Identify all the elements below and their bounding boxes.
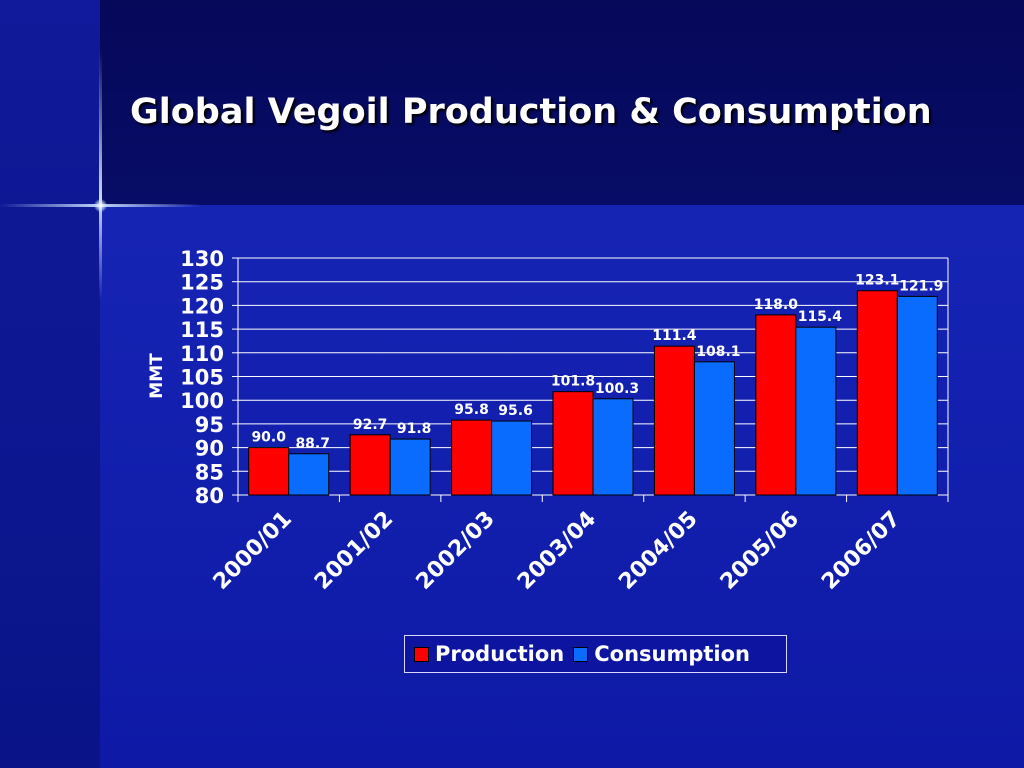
data-label-production: 95.8 bbox=[454, 402, 489, 418]
bar-production bbox=[755, 314, 797, 496]
data-label-production: 118.0 bbox=[754, 297, 799, 313]
bar-consumption bbox=[693, 361, 735, 496]
x-tick-label: 2005/06 bbox=[716, 507, 804, 595]
y-axis-title: MMT bbox=[147, 353, 167, 399]
data-label-consumption: 91.8 bbox=[397, 421, 432, 437]
left-decorative-band bbox=[0, 0, 100, 768]
x-tick-label: 2001/02 bbox=[310, 507, 398, 595]
data-label-production: 90.0 bbox=[251, 430, 286, 446]
bar-production bbox=[856, 290, 898, 496]
x-tick-label: 2000/01 bbox=[209, 507, 297, 595]
y-tick-label: 90 bbox=[195, 437, 224, 461]
y-tick-label: 130 bbox=[180, 247, 224, 271]
bar-consumption bbox=[288, 453, 330, 496]
bar-consumption bbox=[389, 438, 431, 496]
x-tick-label: 2006/07 bbox=[817, 507, 905, 595]
y-tick-label: 120 bbox=[180, 294, 224, 318]
x-tick-label: 2002/03 bbox=[412, 507, 500, 595]
bar-consumption bbox=[491, 420, 533, 496]
bar-consumption bbox=[795, 326, 837, 496]
y-tick-label: 105 bbox=[180, 366, 224, 390]
y-tick-label: 95 bbox=[195, 413, 224, 437]
y-tick-label: 110 bbox=[180, 342, 224, 366]
bar-production bbox=[248, 447, 290, 496]
data-label-consumption: 88.7 bbox=[295, 436, 330, 452]
legend-label-production: Production bbox=[435, 642, 565, 666]
bar-consumption bbox=[896, 295, 938, 496]
data-label-production: 101.8 bbox=[551, 374, 595, 390]
y-tick-label: 115 bbox=[180, 318, 224, 342]
sparkle-vertical-icon bbox=[99, 50, 102, 300]
bar-production bbox=[653, 345, 695, 496]
data-label-production: 111.4 bbox=[652, 328, 697, 344]
y-tick-label: 100 bbox=[180, 389, 224, 413]
bar-production bbox=[349, 434, 391, 496]
y-tick-label: 125 bbox=[180, 271, 224, 295]
legend-swatch-consumption bbox=[573, 646, 589, 662]
legend-swatch-production bbox=[414, 646, 429, 662]
data-label-production: 123.1 bbox=[855, 273, 899, 289]
data-label-production: 92.7 bbox=[353, 417, 388, 433]
bar-production bbox=[552, 391, 594, 496]
x-tick-label: 2003/04 bbox=[513, 507, 601, 595]
data-label-consumption: 100.3 bbox=[595, 381, 639, 397]
data-label-consumption: 108.1 bbox=[696, 344, 740, 360]
slide-title: Global Vegoil Production & Consumption bbox=[130, 92, 932, 132]
chart-legend: Production Consumption bbox=[404, 635, 787, 673]
y-tick-label: 85 bbox=[195, 460, 224, 484]
data-label-consumption: 115.4 bbox=[798, 309, 843, 325]
data-label-consumption: 95.6 bbox=[498, 403, 533, 419]
bar-production bbox=[451, 419, 493, 496]
data-label-consumption: 121.9 bbox=[899, 278, 943, 294]
bar-consumption bbox=[592, 398, 634, 496]
legend-label-consumption: Consumption bbox=[594, 642, 751, 666]
x-tick-label: 2004/05 bbox=[614, 507, 702, 595]
y-tick-label: 80 bbox=[195, 484, 224, 508]
title-band bbox=[100, 0, 1024, 205]
sparkle-center-icon bbox=[94, 199, 107, 212]
